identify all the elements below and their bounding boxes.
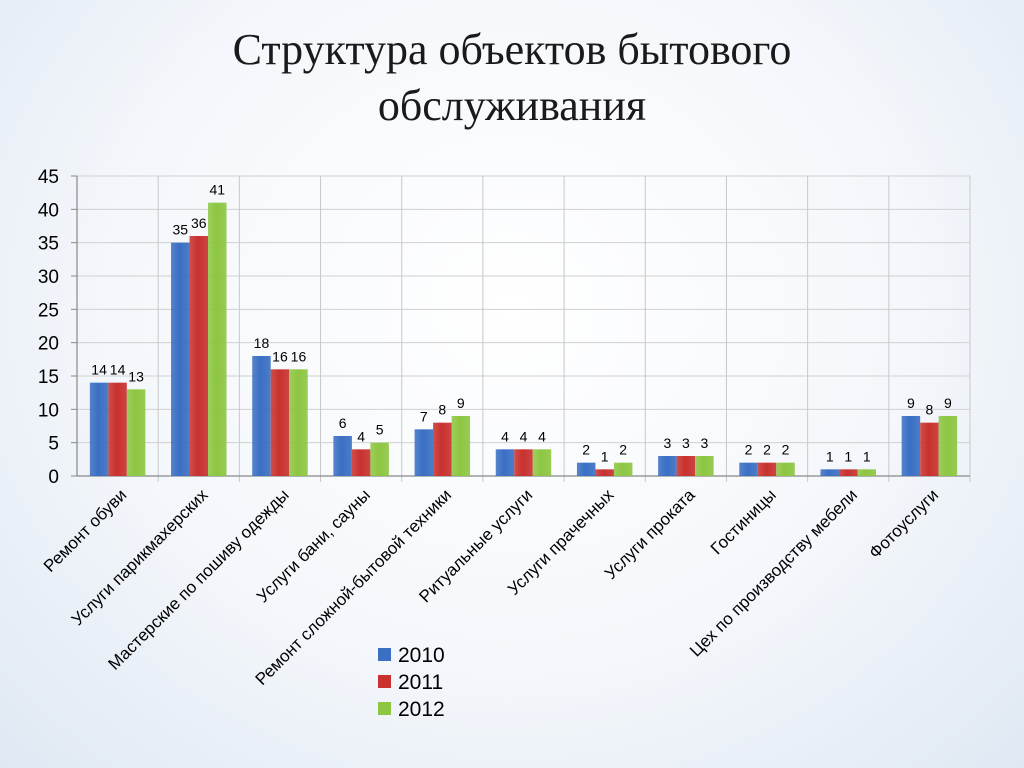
- data-label: 35: [172, 222, 188, 238]
- bar-2011: [270, 369, 290, 476]
- data-label: 14: [91, 362, 107, 378]
- bar-2011: [920, 422, 939, 476]
- data-label: 41: [209, 182, 225, 198]
- data-label: 1: [601, 448, 609, 464]
- bar-2011: [838, 469, 858, 476]
- bar-2012: [776, 462, 795, 476]
- bar-2012: [451, 416, 471, 476]
- bar-2012: [370, 442, 389, 476]
- slide-title: Структура объектов бытового обслуживания: [0, 22, 1024, 134]
- bar-2010: [333, 436, 352, 476]
- y-tick-label: 10: [38, 400, 59, 421]
- legend: 2010 2011 2012: [378, 644, 445, 721]
- y-tick-label: 0: [48, 467, 59, 488]
- y-tick-label: 25: [38, 300, 59, 321]
- data-label: 36: [191, 215, 207, 231]
- bar-2011: [757, 462, 777, 476]
- bar-2011: [676, 456, 696, 476]
- y-tick-label: 35: [38, 234, 59, 255]
- data-label: 4: [357, 428, 365, 444]
- data-label: 16: [291, 348, 307, 364]
- bar-2010: [414, 429, 434, 476]
- data-label: 7: [420, 408, 428, 424]
- data-label: 9: [457, 395, 465, 411]
- bar-2012: [613, 462, 633, 476]
- data-label: 8: [438, 402, 446, 418]
- category-label: Гостиницы: [707, 485, 780, 558]
- data-label: 8: [926, 402, 934, 418]
- data-label: 13: [128, 368, 144, 384]
- data-label: 6: [339, 415, 347, 431]
- data-label: 1: [826, 448, 834, 464]
- bar-2012: [532, 449, 552, 476]
- legend-swatch-2010: [378, 648, 391, 661]
- bar-2010: [901, 416, 921, 476]
- data-label: 2: [619, 442, 627, 458]
- data-label: 3: [700, 435, 708, 451]
- category-label: Ремонт обуви: [40, 485, 130, 575]
- bars: [89, 202, 958, 476]
- data-label: 4: [520, 428, 528, 444]
- y-tick-label: 20: [38, 334, 59, 355]
- slide-title-line-2: обслуживания: [377, 81, 647, 130]
- y-tick-label: 40: [38, 200, 59, 221]
- data-label: 2: [782, 442, 790, 458]
- data-label: 3: [663, 435, 671, 451]
- data-label: 9: [907, 395, 915, 411]
- bar-2010: [739, 462, 758, 476]
- category-label: Мастерские по пошиву одежды: [105, 485, 293, 673]
- bar-2010: [576, 462, 596, 476]
- data-label: 4: [538, 428, 546, 444]
- category-label: Цех по производству мебели: [686, 485, 861, 660]
- data-label: 1: [844, 448, 852, 464]
- y-tick-label: 5: [48, 434, 59, 455]
- bar-2010: [820, 469, 839, 476]
- bar-2012: [126, 389, 146, 476]
- y-tick-label: 30: [38, 267, 59, 288]
- data-label: 4: [501, 428, 509, 444]
- bar-2011: [108, 382, 127, 476]
- legend-label-2010: 2010: [398, 644, 445, 667]
- bar-2010: [171, 242, 190, 476]
- data-label: 16: [272, 348, 288, 364]
- data-label: 18: [254, 335, 270, 351]
- slide-title-line-1: Структура объектов бытового: [232, 25, 792, 74]
- data-label: 5: [376, 422, 384, 438]
- bar-2012: [208, 202, 227, 476]
- bar-2012: [695, 456, 714, 476]
- y-tick-label: 15: [38, 367, 59, 388]
- bar-2010: [658, 456, 677, 476]
- bar-2010: [252, 356, 271, 476]
- data-label: 9: [944, 395, 952, 411]
- data-label: 2: [582, 442, 590, 458]
- data-label: 2: [763, 442, 771, 458]
- bar-2011: [189, 236, 209, 476]
- category-label: Услуги парикмахерских: [68, 485, 212, 629]
- data-label: 2: [745, 442, 753, 458]
- bar-2012: [857, 469, 876, 476]
- bar-2010: [495, 449, 515, 476]
- bar-2011: [595, 469, 614, 476]
- bar-2011: [514, 449, 533, 476]
- data-label: 3: [682, 435, 690, 451]
- bar-2012: [289, 369, 308, 476]
- data-label: 14: [110, 362, 126, 378]
- legend-swatch-2011: [378, 675, 391, 688]
- bar-2012: [938, 416, 958, 476]
- legend-label-2011: 2011: [398, 671, 443, 694]
- category-label: Фотоуслуги: [865, 485, 942, 562]
- legend-label-2012: 2012: [398, 698, 445, 721]
- data-label: 1: [863, 448, 871, 464]
- bar-2011: [351, 449, 371, 476]
- bar-2011: [433, 422, 452, 476]
- legend-swatch-2012: [378, 702, 391, 715]
- y-tick-label: 45: [38, 167, 59, 188]
- bar-2010: [89, 382, 109, 476]
